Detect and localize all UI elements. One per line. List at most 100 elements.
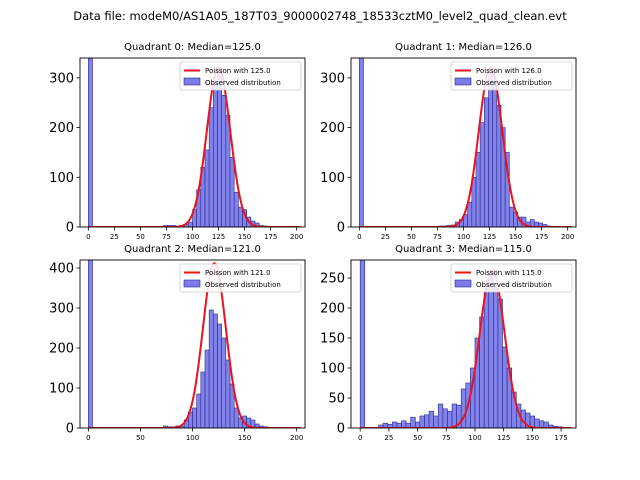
histogram-bar bbox=[460, 388, 467, 428]
panel-title: Quadrant 1: Median=126.0 bbox=[395, 42, 532, 53]
y-tick-label: 100 bbox=[49, 171, 74, 186]
y-tick-label: 250 bbox=[320, 272, 345, 287]
x-tick-label: 75 bbox=[442, 434, 451, 442]
poisson-curve bbox=[88, 66, 301, 227]
histogram-bar bbox=[225, 359, 231, 428]
histogram-bar bbox=[410, 416, 416, 428]
legend-observed-label: Observed distribution bbox=[205, 79, 281, 87]
x-tick-label: 0 bbox=[86, 233, 90, 241]
histogram-bar bbox=[221, 337, 227, 428]
x-tick-label: 125 bbox=[212, 233, 225, 241]
y-tick-label: 100 bbox=[320, 362, 345, 377]
histogram-bar bbox=[359, 58, 364, 227]
histogram-bar bbox=[192, 407, 197, 428]
y-tick-label: 100 bbox=[49, 382, 74, 397]
chart-panel-3: 0 25 50 75 100 125 150 175 0 50 100 150 200 250 Quadra… bbox=[320, 244, 577, 442]
histogram-bar bbox=[475, 152, 481, 227]
histogram-bar bbox=[483, 289, 490, 428]
x-tick-label: 150 bbox=[509, 233, 522, 241]
histogram-bar bbox=[488, 72, 493, 227]
legend-box bbox=[179, 61, 302, 91]
x-tick-label: 150 bbox=[238, 434, 251, 442]
panel-title: Quadrant 2: Median=121.0 bbox=[124, 244, 261, 255]
histogram-bar bbox=[188, 221, 193, 227]
y-tick-label: 0 bbox=[66, 221, 74, 236]
histogram-bar bbox=[204, 349, 210, 428]
legend-poisson-label: Poisson with 125.0 bbox=[205, 67, 271, 75]
x-tick-label: 175 bbox=[554, 434, 567, 442]
legend-box bbox=[450, 263, 573, 293]
chart-panel-1: 0 25 50 75 100 125 150 175 200 0 100 200 300 Quadrant… bbox=[320, 42, 577, 241]
y-tick-label: 400 bbox=[49, 262, 74, 277]
legend-observed-label: Observed distribution bbox=[476, 281, 552, 289]
y-tick-label: 200 bbox=[320, 302, 345, 317]
histogram-bar bbox=[504, 152, 510, 227]
histogram-bar bbox=[447, 410, 453, 428]
x-tick-label: 25 bbox=[384, 434, 393, 442]
chart-panel-0: 0 25 50 75 100 125 150 175 200 0 100 200 300 Quadrant… bbox=[49, 42, 306, 241]
histogram-bar bbox=[200, 371, 206, 428]
poisson-curve bbox=[359, 66, 572, 227]
panels: 0 25 50 75 100 125 150 175 200 0 100 200 300 Quadrant… bbox=[49, 42, 577, 442]
histogram-bar bbox=[213, 313, 218, 428]
y-tick-label: 200 bbox=[49, 342, 74, 357]
y-tick-label: 300 bbox=[49, 302, 74, 317]
histogram-bar bbox=[492, 80, 498, 227]
x-tick-label: 175 bbox=[535, 233, 548, 241]
histogram-bar bbox=[496, 104, 502, 227]
y-tick-label: 300 bbox=[49, 71, 74, 86]
histogram-bar bbox=[451, 403, 457, 428]
histogram-bar bbox=[419, 415, 425, 428]
y-tick-label: 150 bbox=[320, 332, 345, 347]
x-tick-label: 0 bbox=[86, 434, 90, 442]
histogram-bar bbox=[238, 206, 243, 227]
histogram-bar bbox=[433, 415, 439, 428]
histogram-bar bbox=[233, 407, 239, 428]
histogram-bar bbox=[442, 408, 448, 428]
histogram-bar bbox=[488, 271, 494, 428]
x-tick-label: 125 bbox=[483, 233, 496, 241]
histogram-bar bbox=[401, 420, 407, 428]
histogram-bar bbox=[88, 260, 93, 428]
histogram-bar bbox=[208, 107, 214, 227]
histogram-bar bbox=[534, 418, 540, 428]
legend-observed-swatch bbox=[183, 77, 201, 86]
x-tick-label: 50 bbox=[407, 233, 416, 241]
histogram-bar bbox=[208, 309, 214, 428]
y-tick-label: 50 bbox=[328, 392, 345, 407]
x-tick-label: 0 bbox=[358, 434, 362, 442]
legend-poisson-label: Poisson with 126.0 bbox=[476, 67, 542, 75]
legend-observed-label: Observed distribution bbox=[205, 281, 281, 289]
histogram-bar bbox=[213, 82, 218, 227]
legend-box bbox=[450, 61, 573, 91]
x-tick-label: 50 bbox=[413, 434, 422, 442]
histogram-bar bbox=[88, 58, 93, 227]
x-tick-label: 25 bbox=[381, 233, 390, 241]
histogram-bar bbox=[217, 67, 222, 227]
histogram-bar bbox=[437, 403, 444, 428]
y-tick-label: 0 bbox=[337, 221, 345, 236]
histogram-bar bbox=[467, 201, 473, 227]
legend-observed-label: Observed distribution bbox=[476, 79, 552, 87]
x-tick-label: 0 bbox=[357, 233, 361, 241]
x-tick-label: 75 bbox=[433, 233, 442, 241]
histogram-bar bbox=[479, 122, 485, 227]
y-tick-label: 0 bbox=[337, 422, 345, 437]
x-tick-label: 25 bbox=[110, 233, 119, 241]
axes-frame bbox=[350, 259, 577, 429]
x-tick-label: 50 bbox=[136, 233, 145, 241]
x-tick-label: 100 bbox=[186, 434, 199, 442]
histogram-bar bbox=[484, 97, 489, 227]
y-tick-label: 200 bbox=[49, 121, 74, 136]
x-tick-label: 175 bbox=[264, 233, 277, 241]
panel-title: Quadrant 3: Median=115.0 bbox=[395, 244, 532, 255]
y-tick-label: 300 bbox=[320, 71, 345, 86]
histogram-bar bbox=[204, 149, 210, 227]
y-tick-label: 100 bbox=[320, 171, 345, 186]
histogram-bar bbox=[217, 323, 222, 428]
histogram-bar bbox=[233, 191, 239, 227]
x-tick-label: 200 bbox=[290, 434, 303, 442]
x-tick-label: 125 bbox=[497, 434, 510, 442]
legend-observed-swatch bbox=[454, 279, 472, 288]
x-tick-label: 75 bbox=[162, 233, 171, 241]
